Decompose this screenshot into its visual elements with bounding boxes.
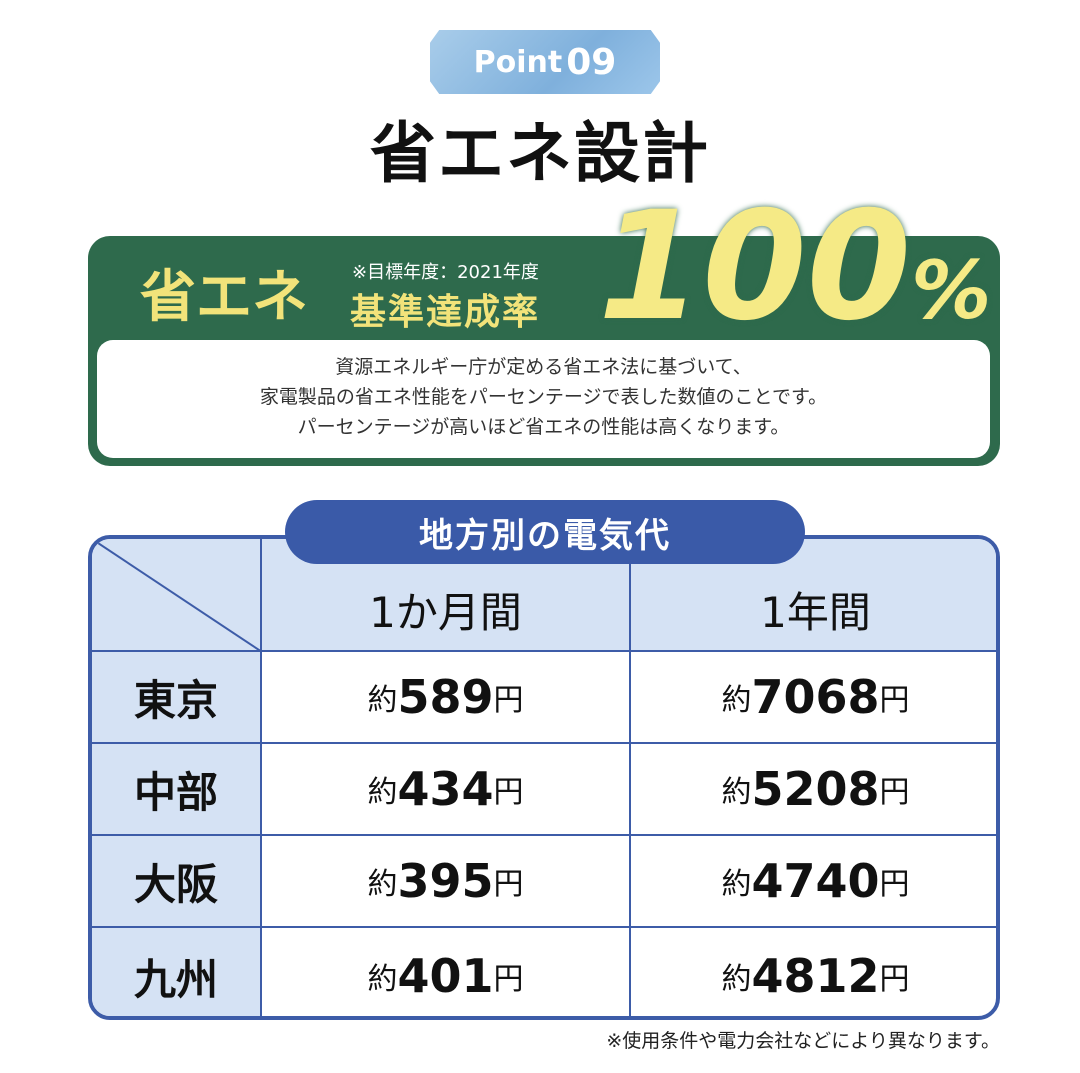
table-title: 地方別の電気代 <box>285 500 805 564</box>
target-year-note: ※目標年度：2021年度 <box>352 262 539 283</box>
page-title: 省エネ設計 <box>370 115 710 192</box>
achievement-rate: 100% <box>598 180 992 354</box>
cost-cell-year: 約 4740 円 <box>631 836 996 928</box>
region-label: 九州 <box>92 928 262 1016</box>
diagonal-line <box>92 539 262 652</box>
energy-label: 省エネ <box>140 265 308 330</box>
region-label: 大阪 <box>92 836 262 928</box>
cost-cell-year: 約 7068 円 <box>631 652 996 744</box>
achievement-label: 基準達成率 <box>350 292 541 333</box>
cost-cell-month: 約 589 円 <box>262 652 631 744</box>
cost-cell-month: 約 395 円 <box>262 836 631 928</box>
region-label: 中部 <box>92 744 262 836</box>
cost-cell-year: 約 5208 円 <box>631 744 996 836</box>
electricity-cost-table: 1か月間 1年間 東京約 589 円約 7068 円中部約 434 円約 5208 円大阪約 39… <box>88 535 1000 1020</box>
point-badge: Point 09 <box>430 30 660 94</box>
energy-description: 資源エネルギー庁が定める省エネ法に基づいて、 家電製品の省エネ性能をパーセンテー… <box>97 340 990 458</box>
cost-cell-month: 約 401 円 <box>262 928 631 1016</box>
corner-cell <box>92 539 262 652</box>
cost-cell-month: 約 434 円 <box>262 744 631 836</box>
footnote: ※使用条件や電力会社などにより異なります。 <box>606 1030 1000 1052</box>
region-label: 東京 <box>92 652 262 744</box>
cost-cell-year: 約 4812 円 <box>721 949 910 1003</box>
